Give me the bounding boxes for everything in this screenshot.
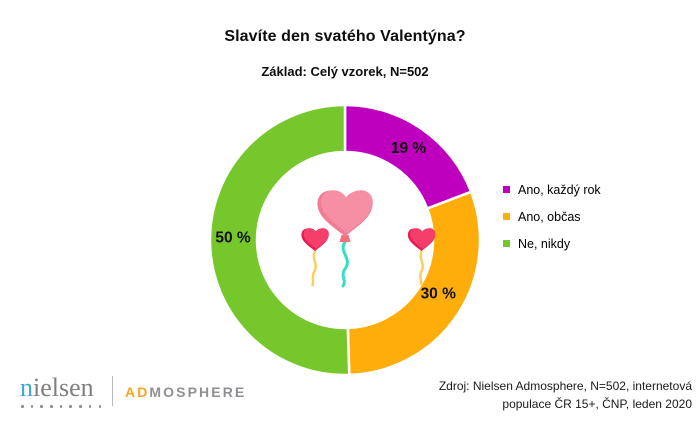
donut-slice-3 bbox=[208, 103, 351, 377]
slice-labels: 19 % 30 % 50 % bbox=[215, 140, 456, 302]
legend-label: Ne, nikdy bbox=[518, 236, 571, 251]
admosphere-prefix: AD bbox=[125, 384, 150, 400]
slice-value-label-2: 30 % bbox=[421, 286, 457, 303]
legend-swatch-icon bbox=[503, 186, 510, 193]
chart-legend: Ano, každý rok Ano, občas Ne, nikdy bbox=[503, 176, 601, 257]
legend-label: Ano, občas bbox=[518, 209, 581, 224]
logo-divider bbox=[112, 376, 113, 406]
heart-balloons-illustration bbox=[301, 190, 436, 288]
balloon-string-center bbox=[341, 240, 349, 288]
balloon-string-right bbox=[419, 250, 424, 286]
nielsen-wordmark: nielsen bbox=[20, 375, 101, 401]
source-line-2: populace ČR 15+, ČNP, leden 2020 bbox=[502, 397, 692, 411]
admosphere-suffix: MOSPHERE bbox=[149, 384, 247, 400]
source-line-1: Zdroj: Nielsen Admosphere, N=502, intern… bbox=[438, 379, 692, 393]
logo-lockup: nielsen ADMOSPHERE bbox=[20, 375, 246, 408]
legend-label: Ano, každý rok bbox=[518, 182, 601, 197]
legend-item-1: Ano, každý rok bbox=[503, 176, 601, 203]
slice-value-label-1: 19 % bbox=[391, 140, 427, 157]
donut-chart: 19 % 30 % 50 % bbox=[208, 103, 482, 377]
legend-swatch-icon bbox=[503, 213, 510, 220]
nielsen-logo: nielsen bbox=[20, 375, 101, 408]
balloon-knot bbox=[339, 235, 351, 242]
legend-item-2: Ano, občas bbox=[503, 203, 601, 230]
nielsen-first-letter: n bbox=[20, 373, 33, 402]
nielsen-rest-letters: ielsen bbox=[33, 373, 94, 402]
admosphere-wordmark: ADMOSPHERE bbox=[125, 384, 246, 400]
slice-value-label-3: 50 % bbox=[215, 229, 251, 246]
donut-ring bbox=[208, 103, 482, 377]
chart-title: Slavíte den svatého Valentýna? bbox=[224, 28, 466, 45]
chart-base-note: Základ: Celý vzorek, N=502 bbox=[261, 64, 429, 79]
source-note: Zdroj: Nielsen Admosphere, N=502, intern… bbox=[439, 377, 692, 413]
nielsen-dots-icon bbox=[21, 405, 101, 408]
legend-item-3: Ne, nikdy bbox=[503, 230, 601, 257]
legend-swatch-icon bbox=[503, 240, 510, 247]
balloon-string-left bbox=[311, 250, 317, 287]
donut-slice-2 bbox=[346, 190, 482, 377]
